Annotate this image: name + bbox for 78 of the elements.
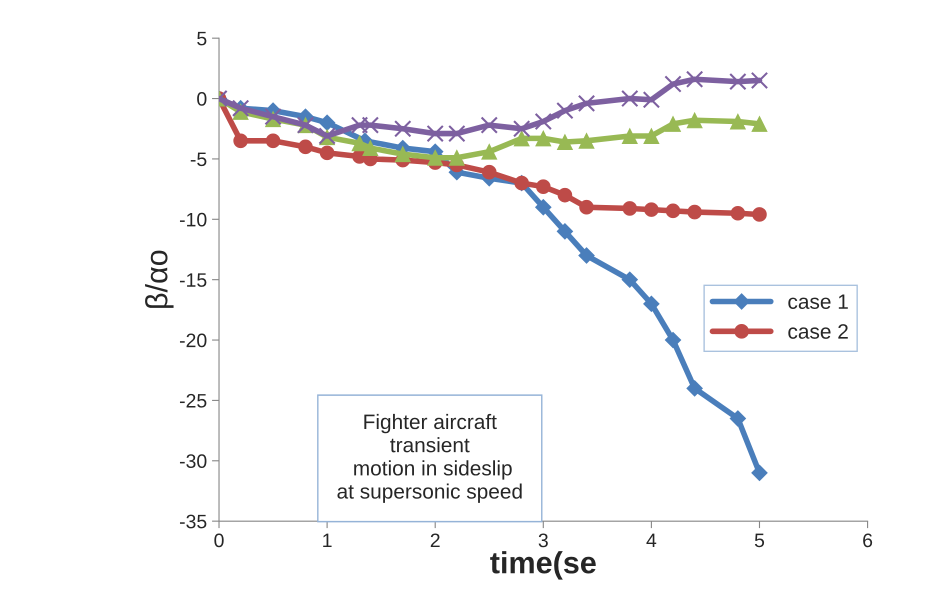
- x-tick-label: 3: [538, 533, 548, 548]
- point: [644, 202, 659, 217]
- point: [535, 199, 552, 216]
- point: [352, 135, 368, 152]
- point: [665, 116, 681, 132]
- point: [729, 72, 747, 90]
- legend-label: case 2: [788, 324, 848, 339]
- y-tick-label: -35: [180, 514, 206, 528]
- point: [556, 102, 574, 120]
- point: [512, 120, 530, 138]
- point: [264, 108, 282, 126]
- point: [233, 134, 248, 148]
- point: [643, 296, 660, 312]
- point: [642, 91, 660, 108]
- point: [362, 116, 380, 134]
- point: [687, 204, 702, 220]
- point: [534, 112, 552, 130]
- x-tick-label: 2: [430, 533, 440, 548]
- point: [362, 140, 378, 156]
- point: [578, 247, 595, 264]
- point: [622, 201, 638, 216]
- point: [514, 130, 530, 146]
- point: [318, 114, 336, 131]
- x-tick-label: 0: [214, 533, 224, 548]
- y-tick-label: -20: [180, 334, 206, 348]
- point: [730, 206, 746, 221]
- y-tick-label: -15: [180, 273, 206, 287]
- x-tick-label: 1: [323, 534, 332, 548]
- point: [686, 112, 703, 128]
- point: [448, 150, 465, 166]
- point: [536, 179, 551, 194]
- y-axis-title: β/αo: [145, 250, 174, 308]
- point: [535, 130, 552, 146]
- point: [752, 207, 767, 222]
- y-tick-label: -5: [190, 152, 206, 166]
- annotation: Fighter aircraft transient motion in sideslip at supersonic speed: [337, 414, 522, 503]
- point: [558, 188, 572, 202]
- point: [664, 75, 682, 93]
- point: [622, 271, 638, 288]
- point: [686, 380, 703, 397]
- x-tick-label: 5: [754, 534, 764, 548]
- point: [480, 116, 498, 134]
- x-axis-title: time(se: [490, 551, 596, 580]
- point: [482, 164, 497, 180]
- y-tick-label: 5: [197, 32, 206, 46]
- y-tick-label: -25: [180, 394, 206, 408]
- point: [686, 70, 704, 88]
- point: [556, 134, 573, 150]
- point: [427, 150, 444, 166]
- point: [448, 124, 466, 142]
- point: [320, 146, 334, 160]
- point: [750, 72, 768, 90]
- point: [752, 116, 768, 132]
- y-tick-label: -30: [180, 454, 206, 468]
- point: [666, 204, 680, 218]
- point: [622, 128, 638, 144]
- point: [664, 332, 682, 348]
- point: [394, 120, 412, 138]
- point: [643, 128, 660, 144]
- point: [426, 124, 444, 142]
- y-tick-label: -10: [180, 212, 206, 227]
- legend-label: case 1: [788, 294, 848, 309]
- y-tick-label: 0: [197, 92, 206, 106]
- point: [730, 410, 746, 427]
- point: [266, 134, 280, 148]
- point: [730, 114, 746, 130]
- point: [394, 146, 411, 162]
- x-tick-label: 4: [646, 534, 656, 548]
- point: [579, 200, 594, 215]
- point: [350, 116, 368, 134]
- point: [621, 90, 638, 108]
- point: [481, 144, 498, 160]
- point: [578, 132, 595, 149]
- x-tick-label: 6: [863, 533, 872, 548]
- point: [578, 94, 596, 112]
- point: [751, 464, 768, 482]
- point: [556, 223, 574, 240]
- point: [298, 140, 313, 154]
